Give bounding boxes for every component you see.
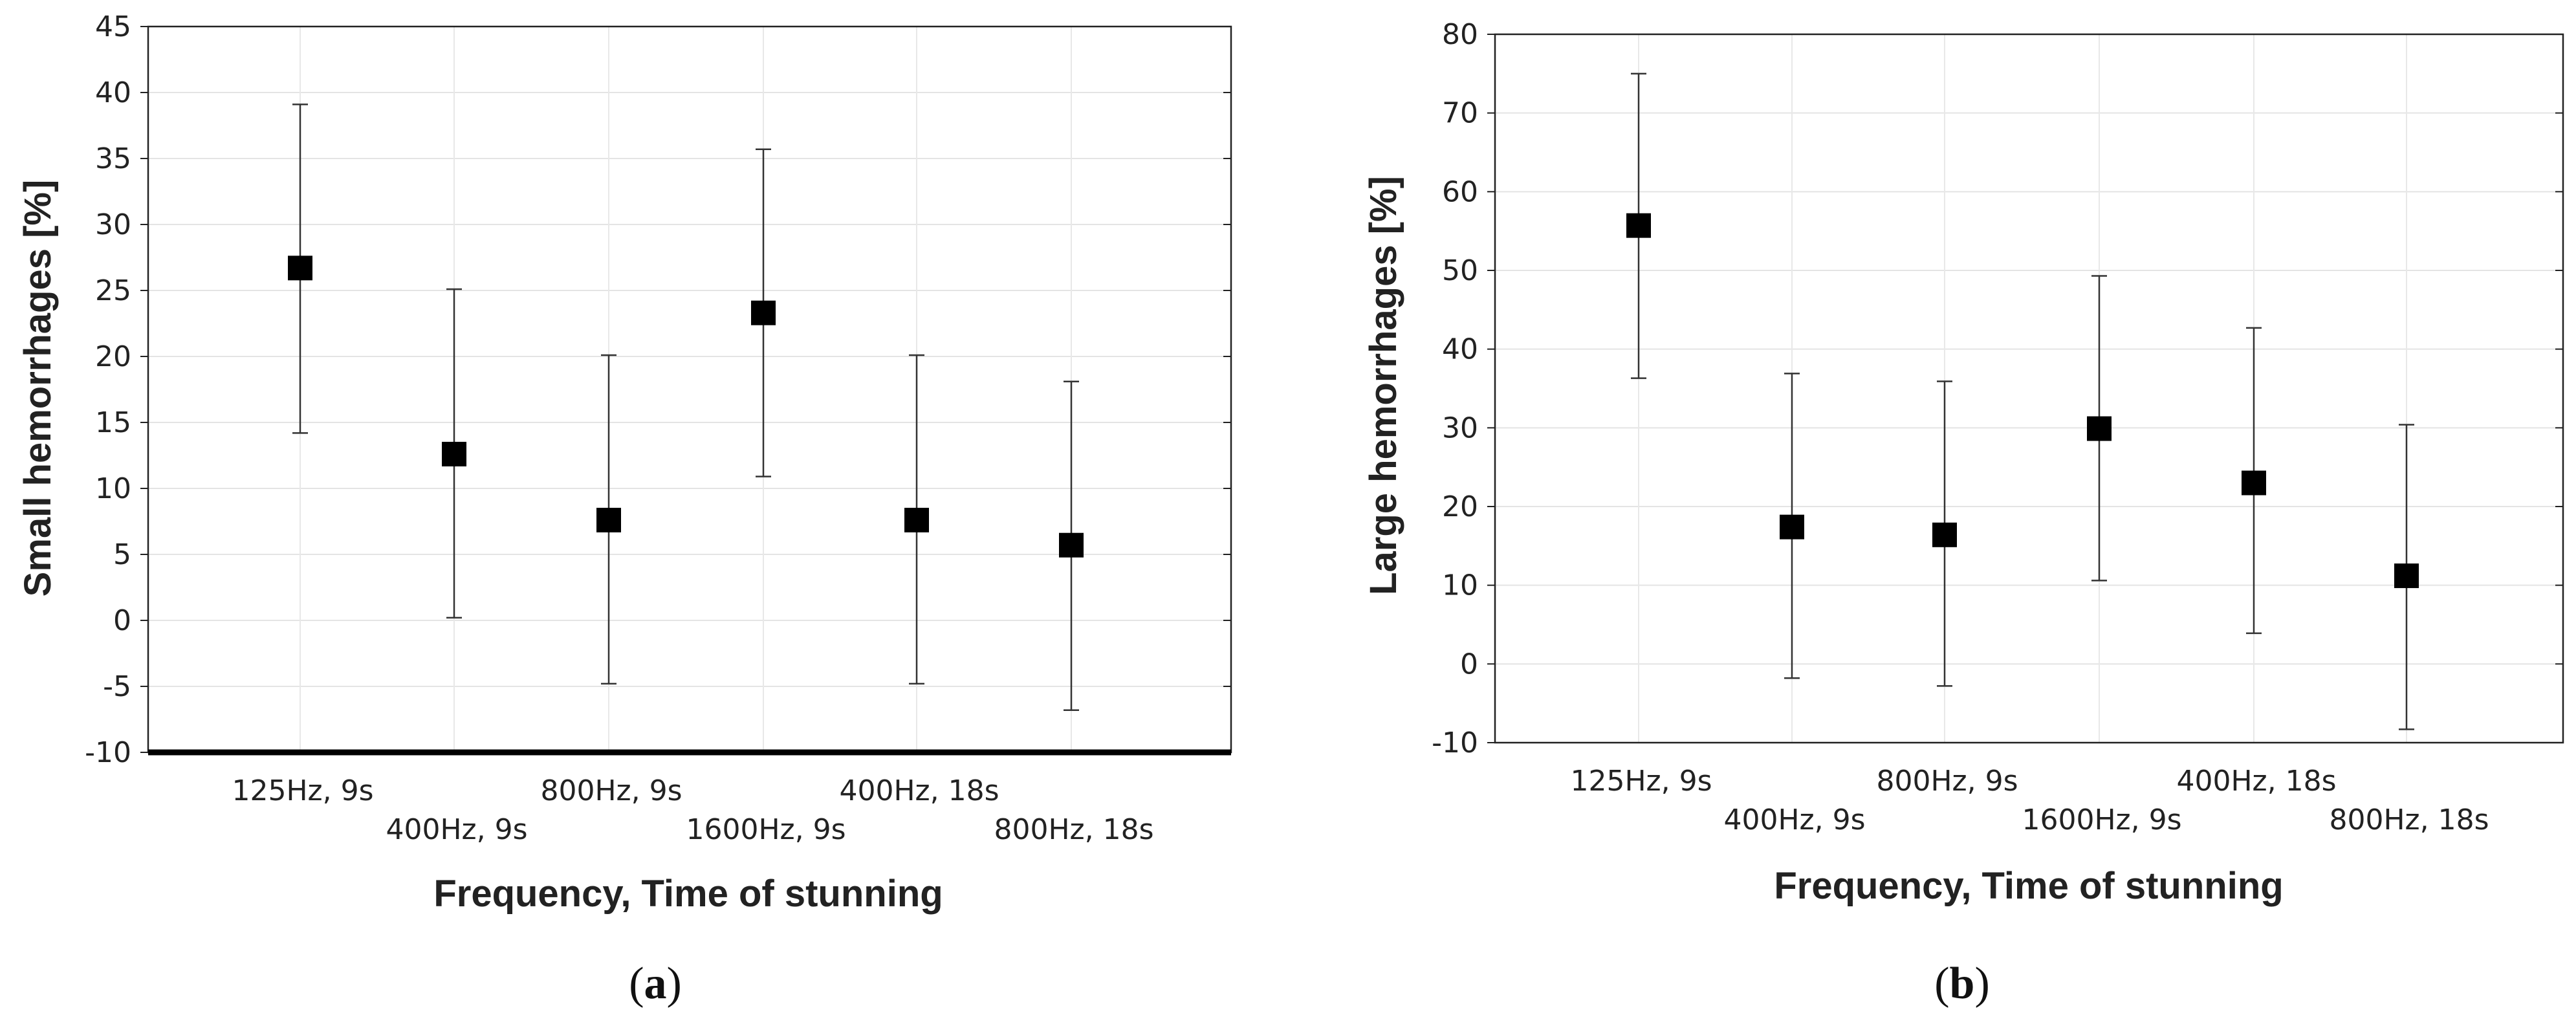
a-y-tick-label: 5: [113, 538, 131, 571]
a-y-tick-label: 40: [95, 76, 131, 109]
panel-a-y-axis-title: Small hemorrhages [%]: [17, 180, 59, 597]
a-y-tick-label: 25: [95, 274, 131, 307]
panel-a-plot-frame: [140, 25, 1232, 756]
a-y-tick-label: 10: [95, 472, 131, 505]
b-y-tick-label: 0: [1460, 648, 1478, 681]
panel-a-caption: (a): [629, 959, 682, 1009]
b-y-tick-label: 40: [1442, 333, 1478, 366]
a-y-tick-label: -5: [103, 670, 131, 703]
panel-a-caption-letter: a: [644, 959, 667, 1009]
b-y-tick-label: 60: [1442, 175, 1478, 208]
panel-b-y-axis-title: Large hemorrhages [%]: [1362, 176, 1404, 595]
b-data-point: [2394, 563, 2419, 589]
a-y-tick-label: 35: [95, 142, 131, 175]
b-data-point: [2087, 416, 2112, 441]
a-x-tick-label: 800Hz, 9s: [540, 774, 682, 807]
b-plot-border: [1494, 33, 2564, 744]
a-y-tick-label: 30: [95, 208, 131, 241]
b-y-tick-label: 80: [1442, 18, 1478, 51]
a-y-tick-label: -10: [85, 736, 131, 769]
a-x-tick-label: 800Hz, 18s: [994, 813, 1153, 846]
a-x-tick-label: 400Hz, 18s: [839, 774, 999, 807]
b-x-tick-label: 800Hz, 18s: [2329, 803, 2489, 836]
b-data-point: [1780, 514, 1804, 540]
a-data-point: [596, 507, 621, 532]
a-x-tick-label: 1600Hz, 9s: [686, 813, 846, 846]
b-x-tick-label: 400Hz, 18s: [2176, 765, 2336, 798]
b-y-tick-label: 10: [1442, 569, 1478, 602]
panel-a-chart: -10 -5 0 5 10 15 20 25 30 35 40 45 125Hz, 9s 400Hz, …: [17, 10, 1232, 1009]
a-data-point: [442, 441, 466, 466]
b-y-tick-label: -10: [1432, 726, 1478, 759]
panel-b-caption-letter: b: [1950, 959, 1975, 1009]
panel-a-y-tick-labels: -10 -5 0 5 10 15 20 25 30 35 40 45: [85, 10, 131, 769]
a-y-tick-label: 20: [95, 340, 131, 373]
panel-a-data-points: [288, 256, 1084, 558]
a-x-tick-label: 125Hz, 9s: [232, 774, 373, 807]
panel-a-error-bars: [292, 104, 1079, 711]
panel-b-data-points: [1626, 213, 2419, 589]
panel-b-y-tick-labels: -10 0 10 20 30 40 50 60 70 80: [1432, 18, 1478, 759]
b-x-tick-label: 400Hz, 9s: [1723, 803, 1865, 836]
panel-a-x-axis-title: Frequency, Time of stunning: [433, 873, 943, 915]
b-y-tick-label: 70: [1442, 97, 1478, 130]
b-data-point: [1626, 213, 1651, 238]
a-plot-border: [147, 25, 1232, 754]
a-data-point: [288, 256, 312, 281]
b-data-point: [1932, 522, 1957, 547]
panel-b-gridlines: [1495, 34, 2563, 743]
panel-b-chart: -10 0 10 20 30 40 50 60 70 80 125Hz, 9s 400Hz, 9s 8…: [1362, 18, 2564, 1009]
panel-b-caption: (b): [1934, 959, 1990, 1009]
a-y-tick-label: 0: [113, 604, 131, 637]
a-data-point: [751, 300, 776, 325]
a-x-tick-label: 400Hz, 9s: [386, 813, 527, 846]
a-y-tick-label: 15: [95, 406, 131, 439]
panel-a-gridlines: [148, 27, 1231, 752]
a-data-point: [904, 507, 929, 532]
panel-b-x-axis-title: Frequency, Time of stunning: [1774, 865, 2283, 907]
b-y-tick-label: 20: [1442, 490, 1478, 523]
panel-b-plot-frame: [1487, 33, 2564, 744]
b-x-tick-label: 800Hz, 9s: [1876, 765, 2018, 798]
b-x-tick-label: 125Hz, 9s: [1570, 765, 1712, 798]
panel-b-error-bars: [1631, 72, 2414, 730]
b-data-point: [2242, 470, 2266, 496]
b-x-tick-label: 1600Hz, 9s: [2022, 803, 2181, 836]
a-y-tick-label: 45: [95, 10, 131, 43]
b-y-tick-label: 30: [1442, 411, 1478, 444]
a-data-point: [1059, 532, 1084, 558]
b-y-tick-label: 50: [1442, 254, 1478, 287]
